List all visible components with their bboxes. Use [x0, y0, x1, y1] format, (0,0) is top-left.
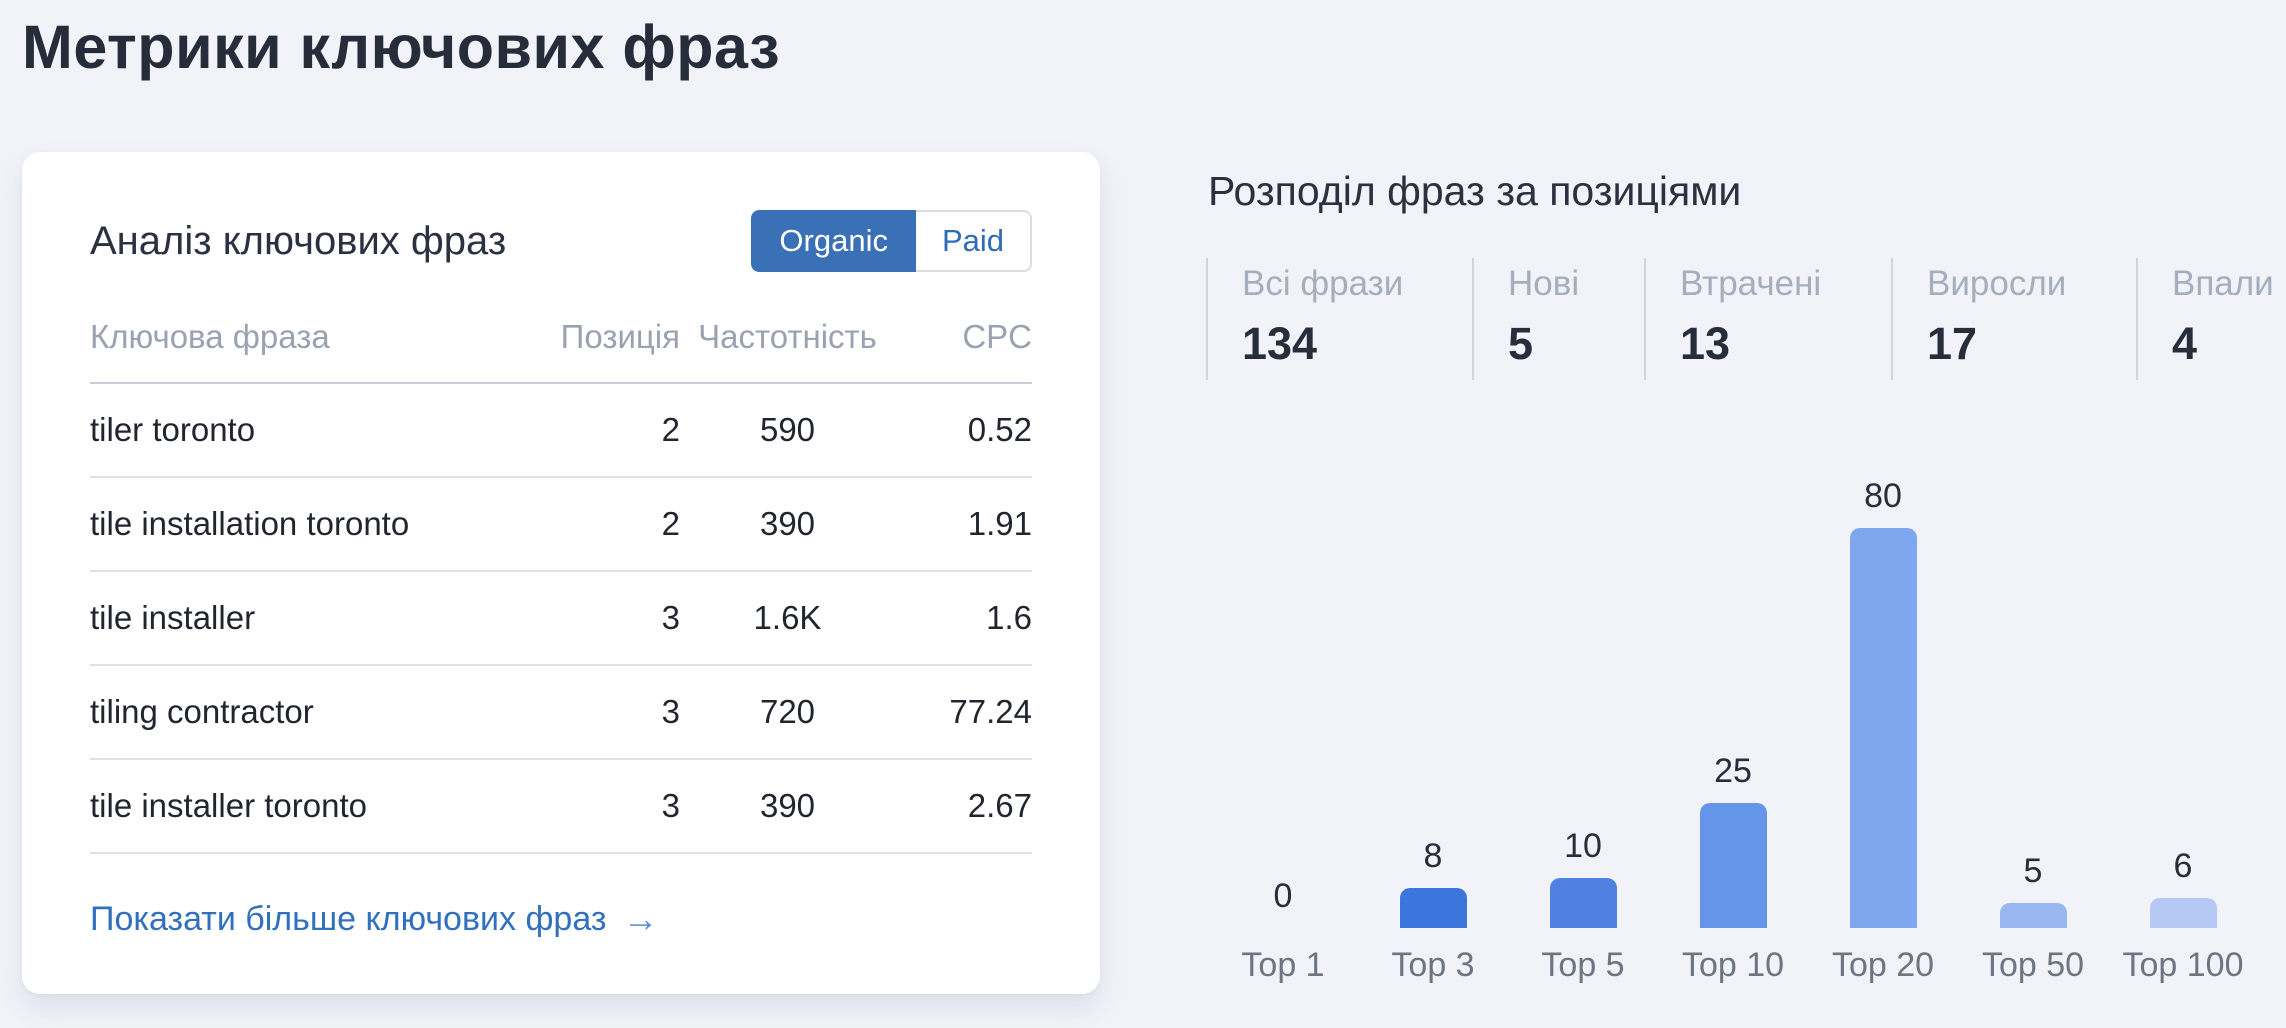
keywords-table-body: tiler toronto 2 590 0.52 tile installation t…: [90, 383, 1032, 854]
col-header-position: Позиція: [550, 318, 680, 384]
show-more-link[interactable]: Показати більше ключових фраз →: [90, 898, 658, 940]
stat-item: Втрачені 13: [1644, 258, 1891, 380]
x-axis-label: Top 3: [1391, 946, 1475, 984]
cell-cpc: 0.52: [895, 383, 1032, 478]
cell-keyword: tile installer: [90, 571, 550, 666]
stat-value: 17: [1927, 318, 1978, 369]
cell-cpc: 2.67: [895, 759, 1032, 854]
cell-keyword: tile installation toronto: [90, 477, 550, 572]
phrase-stats-row: Всі фрази 134 Нові 5 Втрачені 13 Виросли 17 Впал…: [1206, 258, 2286, 380]
cell-cpc: 77.24: [895, 665, 1032, 760]
organic-toggle-button[interactable]: Organic: [751, 210, 916, 272]
bar-top-20: [1849, 528, 1917, 928]
table-row: tiling contractor 3 720 77.24: [90, 665, 1032, 760]
bar-chart-xaxis: Top 1 Top 3 Top 5 Top 10 Top 20 Top 50 Top 100: [1208, 946, 2258, 985]
cell-cpc: 1.6: [895, 571, 1032, 666]
bar-top-50: [1999, 903, 2067, 928]
stat-value: 4: [2172, 318, 2198, 369]
cell-volume: 1.6K: [680, 571, 895, 666]
cell-keyword: tile installer toronto: [90, 759, 550, 854]
bar-slot: 25: [1658, 751, 1808, 928]
bar-value-label: 0: [1273, 877, 1293, 915]
table-row: tile installation toronto 2 390 1.91: [90, 477, 1032, 572]
stat-item: Нові 5: [1472, 258, 1644, 380]
bar-value-label: 5: [2023, 852, 2043, 890]
position-distribution-chart: 0 8 10 25 80 5 6 Top 1 Top 3 Top 5 Top 10 Top 20 To…: [1208, 473, 2258, 985]
bar-top-5: [1549, 878, 1617, 928]
card-header: Аналіз ключових фраз Organic Paid: [90, 210, 1032, 272]
card-title: Аналіз ключових фраз: [90, 218, 507, 263]
cell-volume: 390: [680, 477, 895, 572]
stat-value: 134: [1242, 318, 1318, 369]
x-axis-label: Top 5: [1541, 946, 1625, 984]
stat-label: Нові: [1508, 264, 1580, 303]
stat-label: Впали: [2172, 264, 2274, 303]
bar-slot: 10: [1508, 826, 1658, 928]
cell-cpc: 1.91: [895, 477, 1032, 572]
cell-position: 3: [550, 665, 680, 760]
keywords-table: Ключова фраза Позиція Частотність CPC ti…: [90, 318, 1032, 854]
table-row: tile installer toronto 3 390 2.67: [90, 759, 1032, 854]
bar-value-label: 25: [1714, 752, 1752, 790]
distribution-title: Розподіл фраз за позиціями: [1208, 168, 1742, 214]
x-axis-label: Top 50: [1981, 946, 2085, 984]
paid-toggle-button[interactable]: Paid: [915, 210, 1032, 272]
table-header-row: Ключова фраза Позиція Частотність CPC: [90, 318, 1032, 384]
cell-position: 2: [550, 477, 680, 572]
stat-value: 5: [1508, 318, 1534, 369]
arrow-right-icon: →: [622, 898, 659, 939]
col-header-keyword: Ключова фраза: [90, 318, 550, 384]
stat-value: 13: [1680, 318, 1731, 369]
table-row: tiler toronto 2 590 0.52: [90, 383, 1032, 478]
bar-top-100: [2149, 898, 2217, 928]
page-title: Метрики ключових фраз: [22, 13, 781, 81]
bar-slot: 8: [1358, 836, 1508, 928]
stat-label: Втрачені: [1680, 264, 1822, 303]
col-header-volume: Частотність: [680, 318, 895, 384]
table-row: tile installer 3 1.6K 1.6: [90, 571, 1032, 666]
keywords-table-head: Ключова фраза Позиція Частотність CPC: [90, 318, 1032, 384]
bar-slot: 0: [1208, 876, 1358, 928]
x-axis-label: Top 20: [1831, 946, 1935, 984]
bar-chart-plot: 0 8 10 25 80 5 6: [1208, 473, 2258, 928]
x-axis-label: Top 100: [2122, 946, 2244, 984]
bar-slot: 80: [1808, 476, 1958, 928]
bar-slot: 5: [1958, 851, 2108, 928]
x-axis-label: Top 10: [1681, 946, 1785, 984]
cell-keyword: tiler toronto: [90, 383, 550, 478]
stat-item: Всі фрази 134: [1206, 258, 1472, 380]
bar-top-10: [1699, 803, 1767, 928]
cell-position: 2: [550, 383, 680, 478]
stat-item: Виросли 17: [1891, 258, 2136, 380]
cell-keyword: tiling contractor: [90, 665, 550, 760]
stat-label: Всі фрази: [1242, 264, 1404, 303]
bar-value-label: 10: [1564, 827, 1602, 865]
bar-value-label: 8: [1423, 837, 1443, 875]
bar-slot: 6: [2108, 846, 2258, 928]
cell-position: 3: [550, 759, 680, 854]
bar-value-label: 80: [1864, 477, 1902, 515]
bar-value-label: 6: [2173, 847, 2193, 885]
x-axis-label: Top 1: [1241, 946, 1325, 984]
keyword-analysis-card: Аналіз ключових фраз Organic Paid Ключов…: [22, 152, 1100, 994]
cell-volume: 590: [680, 383, 895, 478]
stat-item: Впали 4: [2136, 258, 2286, 380]
bar-top-3: [1399, 888, 1467, 928]
col-header-cpc: CPC: [895, 318, 1032, 384]
stat-label: Виросли: [1927, 264, 2067, 303]
cell-volume: 720: [680, 665, 895, 760]
show-more-label: Показати більше ключових фраз: [90, 899, 607, 938]
cell-volume: 390: [680, 759, 895, 854]
cell-position: 3: [550, 571, 680, 666]
traffic-type-toggle: Organic Paid: [751, 210, 1032, 272]
